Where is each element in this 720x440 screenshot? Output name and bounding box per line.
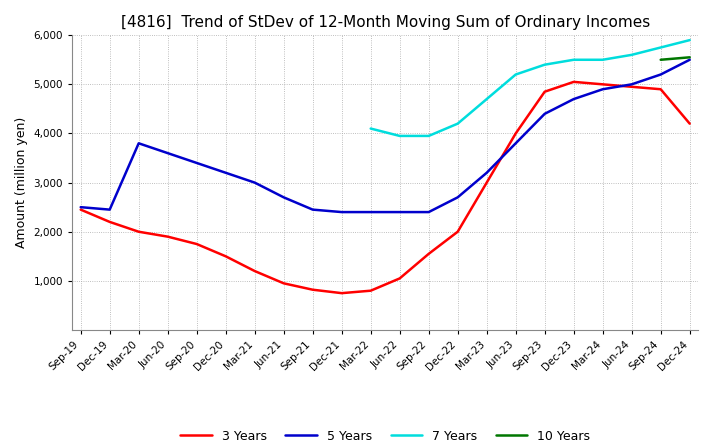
5 Years xyxy=(221,170,230,176)
Line: 7 Years: 7 Years xyxy=(371,40,690,136)
7 Years xyxy=(511,72,520,77)
5 Years xyxy=(395,209,404,215)
3 Years xyxy=(511,131,520,136)
5 Years xyxy=(105,207,114,212)
Line: 5 Years: 5 Years xyxy=(81,60,690,212)
3 Years xyxy=(221,253,230,259)
3 Years xyxy=(279,281,288,286)
7 Years xyxy=(657,45,665,50)
7 Years xyxy=(570,57,578,62)
3 Years xyxy=(598,82,607,87)
3 Years xyxy=(338,290,346,296)
3 Years xyxy=(308,287,317,292)
Legend: 3 Years, 5 Years, 7 Years, 10 Years: 3 Years, 5 Years, 7 Years, 10 Years xyxy=(176,425,595,440)
3 Years xyxy=(570,79,578,84)
5 Years xyxy=(135,141,143,146)
7 Years xyxy=(685,37,694,43)
7 Years xyxy=(598,57,607,62)
5 Years xyxy=(598,87,607,92)
3 Years xyxy=(424,251,433,257)
3 Years xyxy=(251,268,259,274)
7 Years xyxy=(482,96,491,102)
5 Years xyxy=(251,180,259,185)
3 Years xyxy=(685,121,694,126)
5 Years xyxy=(511,141,520,146)
3 Years xyxy=(76,207,85,212)
7 Years xyxy=(366,126,375,131)
5 Years xyxy=(541,111,549,117)
3 Years xyxy=(163,234,172,239)
3 Years xyxy=(192,242,201,247)
5 Years xyxy=(482,170,491,176)
7 Years xyxy=(395,133,404,139)
7 Years xyxy=(541,62,549,67)
5 Years xyxy=(685,57,694,62)
5 Years xyxy=(163,150,172,156)
5 Years xyxy=(76,205,85,210)
7 Years xyxy=(454,121,462,126)
3 Years xyxy=(135,229,143,235)
3 Years xyxy=(454,229,462,235)
3 Years xyxy=(657,87,665,92)
5 Years xyxy=(454,194,462,200)
3 Years xyxy=(482,180,491,185)
10 Years xyxy=(657,57,665,62)
3 Years xyxy=(395,276,404,281)
Line: 10 Years: 10 Years xyxy=(661,57,690,60)
5 Years xyxy=(366,209,375,215)
10 Years xyxy=(685,55,694,60)
3 Years xyxy=(366,288,375,293)
5 Years xyxy=(308,207,317,212)
5 Years xyxy=(192,160,201,165)
Line: 3 Years: 3 Years xyxy=(81,82,690,293)
5 Years xyxy=(338,209,346,215)
Title: [4816]  Trend of StDev of 12-Month Moving Sum of Ordinary Incomes: [4816] Trend of StDev of 12-Month Moving… xyxy=(120,15,650,30)
5 Years xyxy=(627,82,636,87)
7 Years xyxy=(424,133,433,139)
5 Years xyxy=(424,209,433,215)
3 Years xyxy=(105,219,114,224)
Y-axis label: Amount (million yen): Amount (million yen) xyxy=(15,117,28,248)
3 Years xyxy=(627,84,636,89)
7 Years xyxy=(627,52,636,58)
5 Years xyxy=(657,72,665,77)
5 Years xyxy=(279,194,288,200)
5 Years xyxy=(570,96,578,102)
3 Years xyxy=(541,89,549,94)
